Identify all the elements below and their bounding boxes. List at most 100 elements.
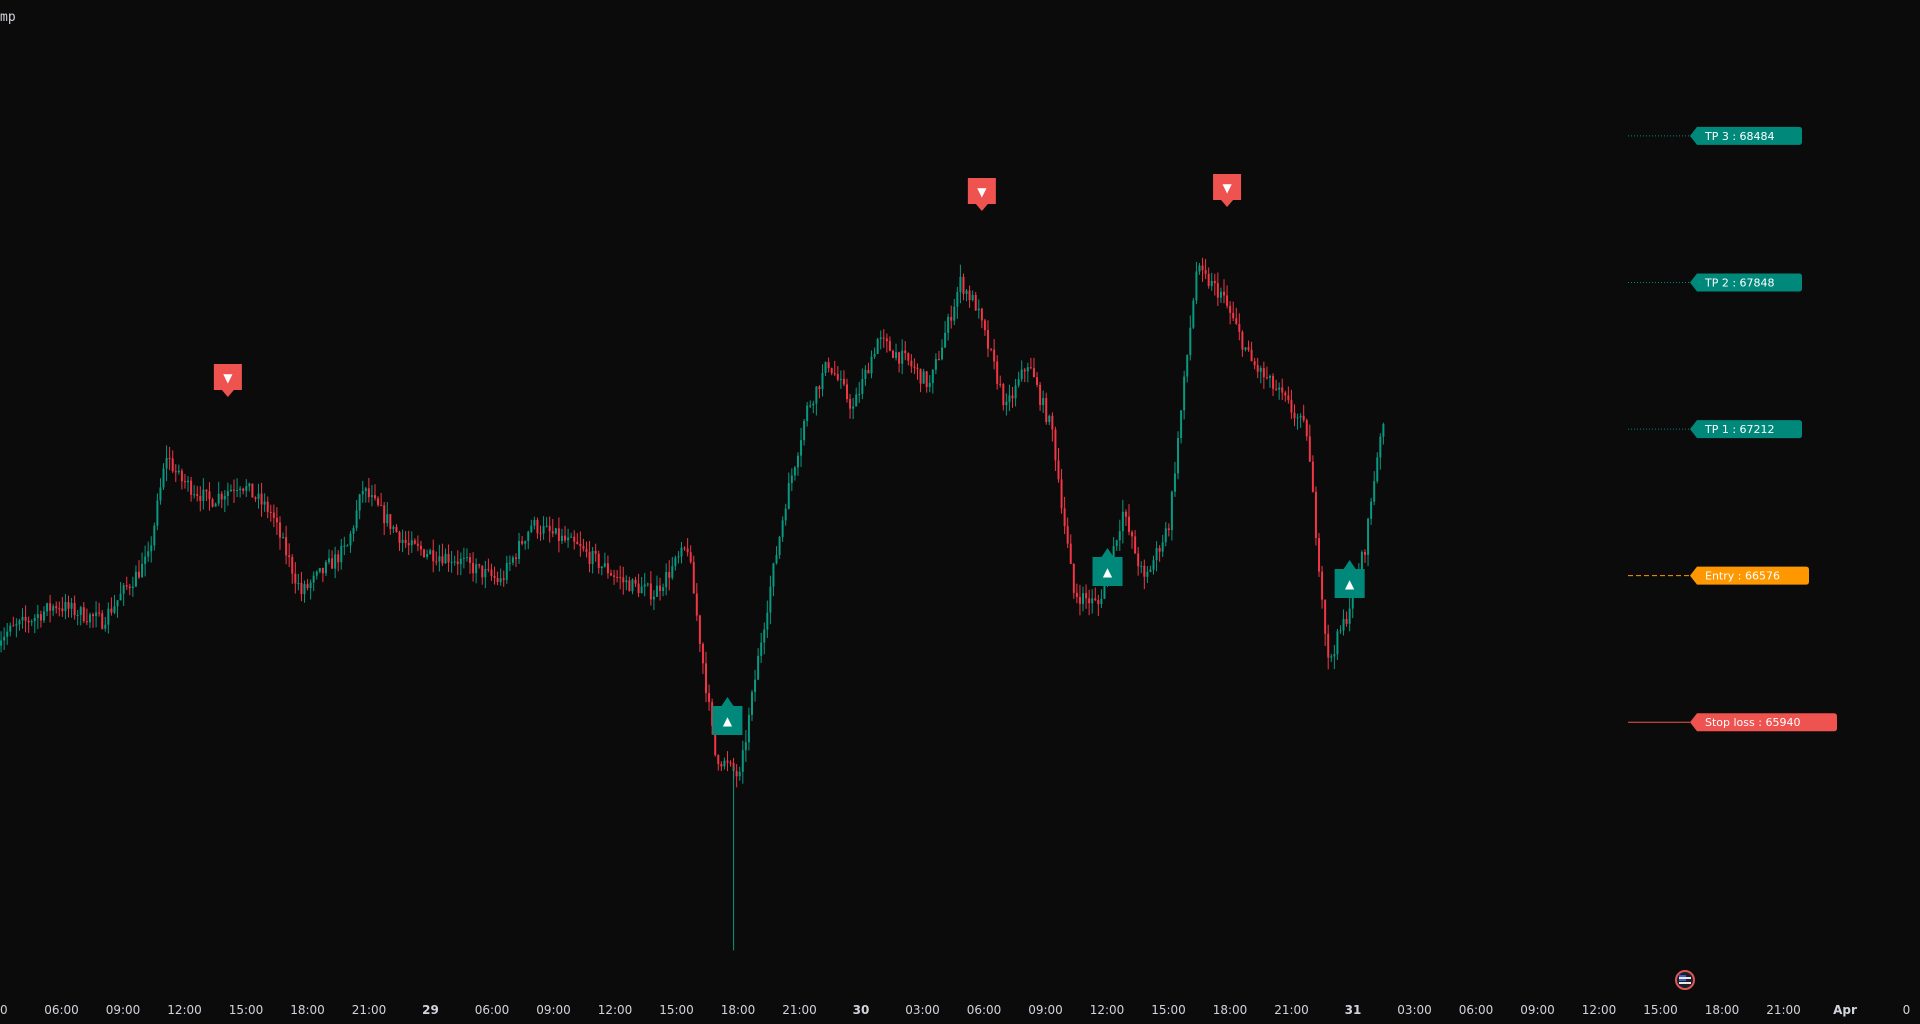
candle-body	[873, 353, 876, 357]
candle-body	[1201, 265, 1204, 271]
candle-body	[717, 755, 720, 765]
candle-body	[542, 526, 545, 534]
candle-body	[1318, 538, 1321, 572]
candle-body	[137, 571, 140, 578]
candle-body	[521, 541, 524, 544]
candle-body	[793, 467, 796, 476]
candle-body	[1232, 312, 1235, 319]
candle-body	[1100, 598, 1103, 605]
candle-body	[42, 611, 45, 621]
candle-body	[570, 536, 573, 538]
us-flag-icon[interactable]	[1675, 970, 1695, 990]
candle-body	[168, 457, 171, 459]
candle-body	[898, 352, 901, 364]
candle-body	[1348, 608, 1351, 624]
candle-body	[1146, 571, 1149, 577]
candle-body	[1207, 273, 1210, 286]
candle-body	[1241, 331, 1244, 350]
candle-body	[855, 394, 858, 407]
candle-body	[199, 496, 202, 501]
candle-body	[796, 455, 799, 468]
candle-body	[999, 383, 1002, 385]
candle-body	[879, 337, 882, 340]
candle-body	[1339, 630, 1342, 632]
candle-body	[236, 489, 239, 491]
candle-body	[346, 545, 349, 547]
candle-body	[107, 608, 110, 625]
candle-body	[260, 493, 263, 505]
candle-body	[248, 483, 251, 487]
candle-body	[1253, 361, 1256, 366]
candle-body	[1244, 347, 1247, 350]
x-tick-label: 31	[1345, 1003, 1362, 1017]
candle-body	[1302, 415, 1305, 421]
level-label-box	[1690, 126, 1802, 145]
candle-body	[21, 616, 24, 621]
candle-body	[763, 629, 766, 643]
x-tick-label: 15:00	[1151, 1003, 1186, 1017]
candle-body	[1134, 536, 1137, 554]
candle-body	[490, 569, 493, 577]
x-tick-label: 15:00	[1643, 1003, 1678, 1017]
candle-body	[1005, 401, 1008, 406]
candle-body	[202, 489, 205, 501]
candle-body	[444, 553, 447, 564]
candle-body	[282, 537, 285, 539]
candle-body	[1235, 318, 1238, 324]
candle-body	[849, 399, 852, 409]
candle-body	[1311, 461, 1314, 492]
candle-body	[337, 554, 340, 563]
candle-body	[606, 563, 609, 574]
candle-body	[585, 548, 588, 552]
candle-body	[910, 360, 913, 367]
candle-body	[1210, 280, 1213, 286]
candle-body	[895, 352, 898, 358]
candle-body	[472, 562, 475, 574]
candle-body	[205, 489, 208, 492]
candle-body	[465, 557, 468, 559]
level-label-box	[1690, 420, 1802, 439]
candle-body	[729, 762, 732, 764]
candle-body	[180, 470, 183, 482]
candle-body	[245, 486, 248, 491]
candle-body	[564, 535, 567, 541]
candle-body	[637, 583, 640, 594]
candle-body	[423, 549, 426, 558]
candle-body	[916, 367, 919, 369]
candle-body	[324, 562, 327, 574]
candle-body	[1057, 460, 1060, 480]
candle-body	[824, 362, 827, 373]
candle-body	[1078, 596, 1081, 604]
candle-body	[220, 493, 223, 500]
x-tick-label: 0	[0, 1003, 8, 1017]
x-tick-label: 03:00	[1397, 1003, 1432, 1017]
candle-body	[723, 760, 726, 767]
candle-body	[876, 339, 879, 354]
candle-body	[885, 338, 888, 342]
candle-body	[312, 575, 315, 583]
candle-body	[861, 379, 864, 395]
x-tick-label: 18:00	[721, 1003, 756, 1017]
candle-body	[278, 522, 281, 538]
candle-body	[588, 551, 591, 564]
candle-body	[594, 550, 597, 554]
candle-body	[481, 565, 484, 578]
candle-body	[1066, 526, 1069, 544]
candle-body	[352, 528, 355, 534]
candle-body	[659, 585, 662, 592]
candle-body	[689, 552, 692, 563]
candle-body	[919, 368, 922, 384]
candle-body	[429, 550, 432, 555]
candle-body	[413, 540, 416, 544]
candle-body	[518, 541, 521, 559]
candle-body	[1262, 367, 1265, 378]
candle-body	[1198, 265, 1201, 272]
candle-body	[818, 386, 821, 390]
candle-body	[447, 553, 450, 563]
candle-body	[211, 499, 214, 507]
candle-body	[557, 528, 560, 541]
candle-body	[55, 606, 58, 609]
level-label-box	[1690, 566, 1809, 585]
candle-body	[162, 468, 165, 488]
